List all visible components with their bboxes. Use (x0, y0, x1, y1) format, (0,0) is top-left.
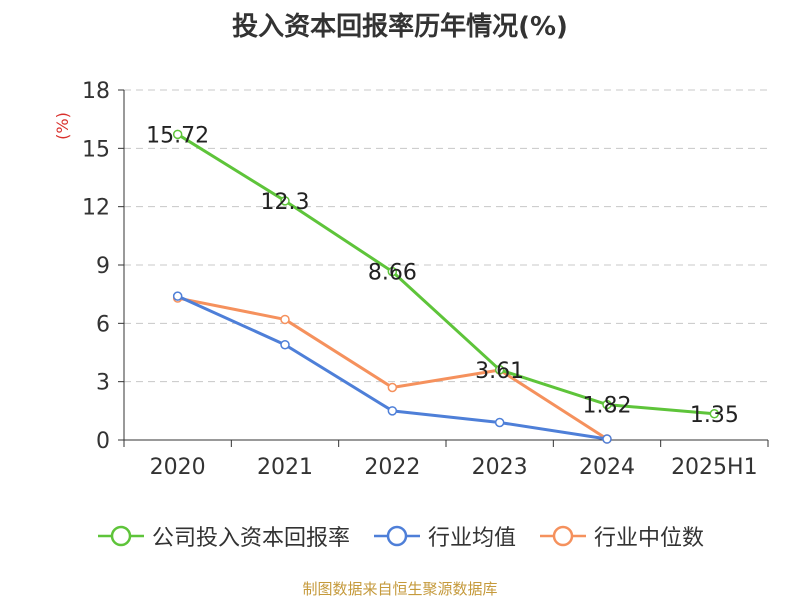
series-line (176, 133, 715, 416)
y-tick-label: 3 (96, 371, 110, 396)
x-tick-label: 2022 (364, 455, 420, 480)
data-point (494, 417, 505, 428)
y-axis-unit-label: (%) (53, 112, 72, 140)
data-point (387, 266, 398, 277)
data-point (602, 399, 612, 410)
y-tick-label: 12 (82, 196, 110, 221)
data-label: 8.66 (368, 261, 417, 286)
data-point (494, 365, 505, 375)
series-2 (172, 293, 612, 444)
data-point (602, 434, 612, 444)
legend-label: 公司投入资本回报率 (151, 526, 350, 551)
data-label: 1.35 (690, 403, 739, 428)
legend-swatch-marker (110, 525, 132, 547)
legend-swatch (540, 525, 586, 547)
y-tick-label: 0 (96, 429, 110, 454)
data-point (709, 409, 720, 419)
data-label: 15.72 (146, 123, 209, 148)
y-tick-label: 15 (82, 137, 110, 162)
data-point (387, 406, 398, 416)
x-tick-label: 2024 (579, 455, 635, 480)
series-1 (172, 291, 612, 444)
y-tick-label: 18 (82, 79, 110, 104)
data-point (280, 339, 290, 350)
legend-label: 行业中位数 (594, 526, 705, 551)
series-line (177, 294, 608, 441)
legend: 公司投入资本回报率 行业均值 行业中位数 (0, 520, 800, 552)
data-label: 1.82 (583, 394, 632, 419)
y-tick-label: 9 (96, 254, 110, 279)
series-line (177, 296, 608, 441)
legend-label: 行业均值 (427, 526, 516, 551)
data-point (387, 382, 398, 393)
source-note: 制图数据来自恒生聚源数据库 (302, 580, 498, 598)
chart-title: 投入资本回报率历年情况(%) (232, 12, 568, 42)
x-tick-label: 2023 (472, 455, 528, 480)
data-point (172, 129, 183, 140)
data-point (172, 291, 183, 301)
data-label: 12.3 (261, 190, 310, 215)
legend-swatch-marker (552, 525, 574, 547)
legend-item[interactable]: 行业中位数 (538, 520, 704, 552)
legend-item[interactable]: 行业均值 (372, 520, 516, 552)
data-point (280, 196, 290, 206)
data-labels: 15.72 12.3 8.66 3.61 1.82 1.35 (146, 123, 739, 427)
y-tick-label: 6 (96, 312, 110, 337)
legend-swatch (97, 525, 144, 547)
x-tick-label: 2025H1 (671, 455, 758, 480)
legend-swatch-marker (386, 525, 408, 547)
data-label: 3.61 (475, 359, 524, 384)
legend-item[interactable]: 公司投入资本回报率 (96, 520, 350, 552)
grid-lines (124, 89, 768, 383)
x-tick-label: 2020 (150, 455, 206, 480)
axes: 0 3 6 9 12 15 18 2020 2021 2022 2023 2024 2025H1 (82, 79, 769, 480)
series-0 (172, 129, 720, 419)
legend-swatch (373, 525, 420, 547)
data-point (280, 314, 290, 325)
x-tick-label: 2021 (257, 455, 313, 480)
series-lines (172, 129, 720, 444)
